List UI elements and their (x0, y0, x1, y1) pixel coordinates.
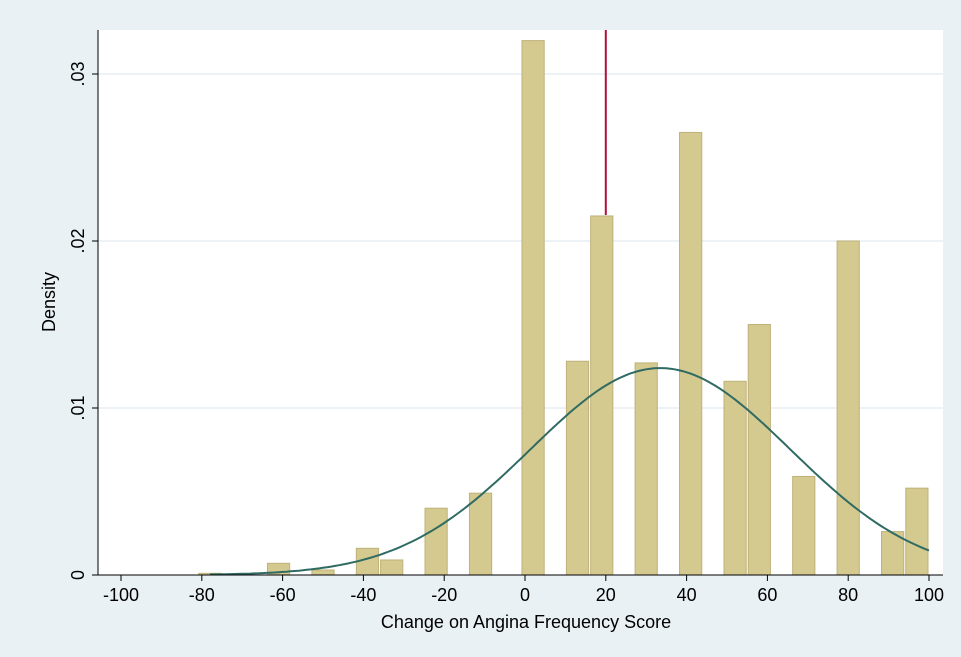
histogram-bar (565, 360, 590, 576)
x-tick-label: -60 (270, 585, 296, 605)
x-tick-label: -100 (103, 585, 139, 605)
y-tick-label: 0 (68, 570, 88, 580)
histogram-bar (311, 569, 335, 576)
x-tick-label: -20 (431, 585, 457, 605)
normal-density-curve (209, 367, 930, 576)
x-tick-label: 80 (838, 585, 858, 605)
histogram-bar (836, 240, 860, 576)
x-tick-label: 0 (520, 585, 530, 605)
histogram-bar (747, 324, 771, 576)
x-tick-label: 100 (914, 585, 944, 605)
x-tick-label: 20 (596, 585, 616, 605)
x-axis-title: Change on Angina Frequency Score (381, 612, 671, 632)
grid-lines (98, 73, 943, 409)
histogram-bar (521, 40, 545, 576)
histogram-bar (792, 475, 816, 576)
histogram-bar (905, 487, 929, 576)
x-tick-label: 40 (677, 585, 697, 605)
histogram-bar (380, 559, 404, 576)
x-tick-label: -40 (350, 585, 376, 605)
y-tick-label: .01 (68, 395, 88, 420)
y-axis-title: Density (39, 272, 59, 332)
histogram-bar (468, 492, 493, 576)
y-axis-ticks: 0 .01 .02 .03 (68, 61, 98, 580)
y-tick-label: .03 (68, 61, 88, 86)
histogram-bar (590, 215, 614, 576)
x-axis-ticks: -100 -80 -60 -40 -20 0 20 40 60 80 100 (103, 575, 944, 605)
plot-background (98, 30, 943, 575)
histogram-bar (424, 507, 448, 576)
histogram-bar (634, 362, 658, 576)
y-tick-label: .02 (68, 228, 88, 253)
x-tick-label: -80 (189, 585, 215, 605)
histogram-bar (723, 380, 747, 576)
x-tick-label: 60 (757, 585, 777, 605)
histogram-bar (679, 131, 703, 576)
